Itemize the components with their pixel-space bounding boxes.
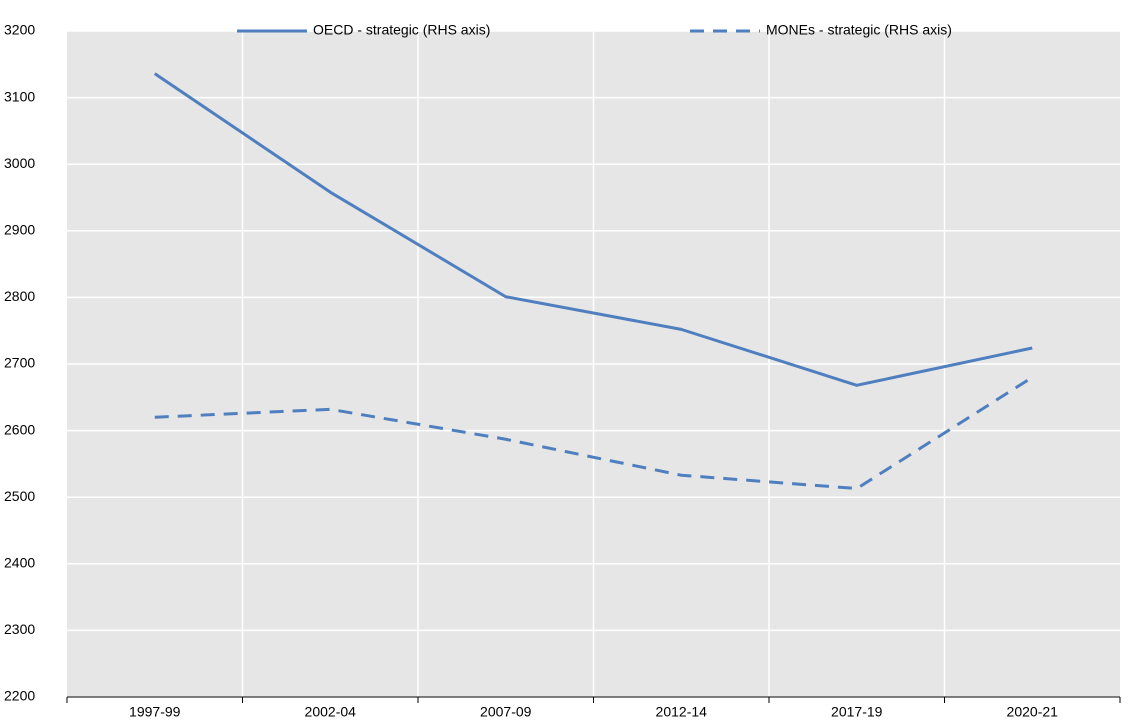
y-tick-label: 3200 xyxy=(4,22,35,38)
x-tick-label: 2017-19 xyxy=(831,704,883,720)
x-tick-label: 2002-04 xyxy=(305,704,357,720)
x-tick-label: 1997-99 xyxy=(129,704,181,720)
y-tick-label: 2600 xyxy=(4,421,35,437)
y-tick-label: 2300 xyxy=(4,621,35,637)
legend-label: MONEs - strategic (RHS axis) xyxy=(766,22,952,38)
x-tick-label: 2012-14 xyxy=(656,704,708,720)
legend-label: OECD - strategic (RHS axis) xyxy=(313,22,490,38)
y-tick-label: 2500 xyxy=(4,488,35,504)
y-tick-label: 2800 xyxy=(4,288,35,304)
y-tick-label: 2200 xyxy=(4,688,35,704)
y-tick-label: 3100 xyxy=(4,88,35,104)
y-tick-label: 2400 xyxy=(4,555,35,571)
series-line xyxy=(154,376,1034,491)
y-tick-label: 2900 xyxy=(4,222,35,238)
y-tick-label: 2700 xyxy=(4,355,35,371)
series-line xyxy=(153,72,1033,387)
y-tick-label: 3000 xyxy=(4,155,35,171)
x-tick-label: 2007-09 xyxy=(480,704,532,720)
x-tick-label: 2020-21 xyxy=(1007,704,1059,720)
